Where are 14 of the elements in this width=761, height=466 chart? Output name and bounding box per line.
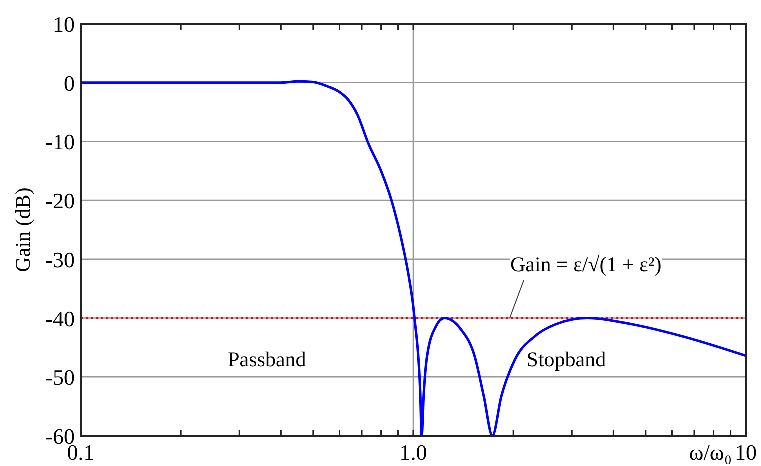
annotation: Stopband — [526, 348, 607, 372]
x-tick-label: 10 — [735, 440, 757, 465]
y-tick-label: 10 — [53, 12, 75, 37]
x-tick-label: 1.0 — [400, 440, 428, 465]
y-axis-title: Gain (dB) — [11, 188, 35, 272]
y-tick-label: 0 — [64, 70, 75, 96]
y-tick-label: -30 — [46, 247, 75, 272]
annotation: Passband — [228, 348, 307, 372]
y-tick-label: -40 — [46, 306, 75, 332]
y-tick-label: -20 — [46, 188, 75, 214]
y-tick-label: -10 — [46, 130, 75, 155]
x-axis-title: ω/ω₀ — [689, 440, 732, 465]
ref-line-label: Gain = ε/√(1 + ε²) — [510, 252, 662, 276]
y-tick-label: -50 — [46, 365, 75, 390]
